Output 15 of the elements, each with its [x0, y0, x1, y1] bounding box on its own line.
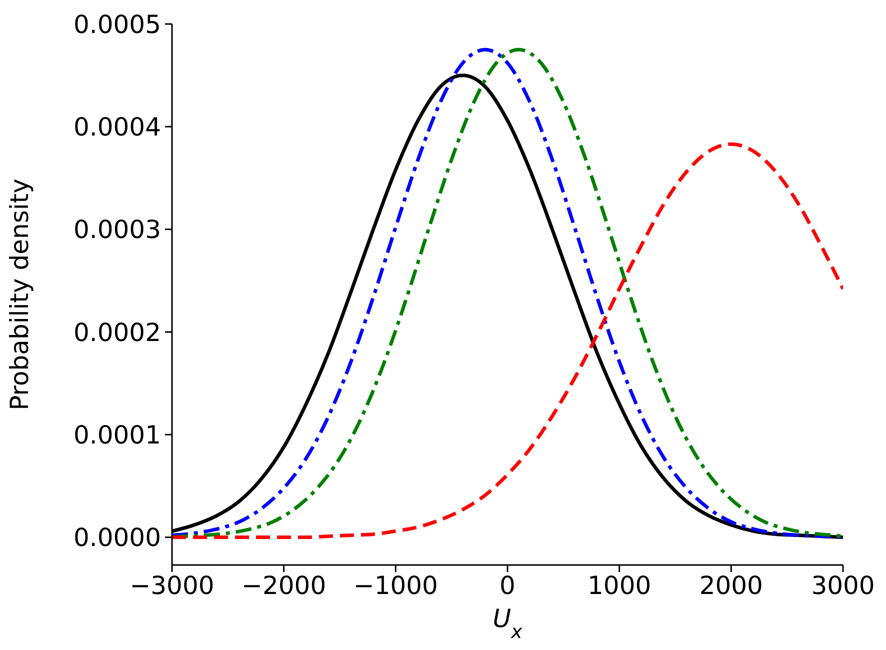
- y-tick-label: 0.0005: [74, 10, 161, 39]
- x-axis-title: U$_{x}$: [492, 604, 524, 642]
- x-tick-label: 3000: [811, 570, 875, 600]
- x-tick-label: −2000: [242, 570, 326, 600]
- y-tick-label: 0.0004: [74, 112, 161, 142]
- y-tick-label: 0.0002: [74, 318, 161, 347]
- y-tick-label: 0.0000: [74, 523, 161, 552]
- y-tick-label: 0.0003: [74, 215, 161, 244]
- x-tick-label: 2000: [699, 570, 763, 600]
- x-tick-label: 1000: [588, 570, 652, 600]
- x-tick-label: 0: [500, 570, 516, 600]
- x-tick-label: −1000: [353, 570, 438, 600]
- y-tick-label: 0.0001: [74, 420, 161, 450]
- y-axis-title: Probability density: [5, 178, 34, 410]
- x-tick-label: −3000: [130, 570, 214, 600]
